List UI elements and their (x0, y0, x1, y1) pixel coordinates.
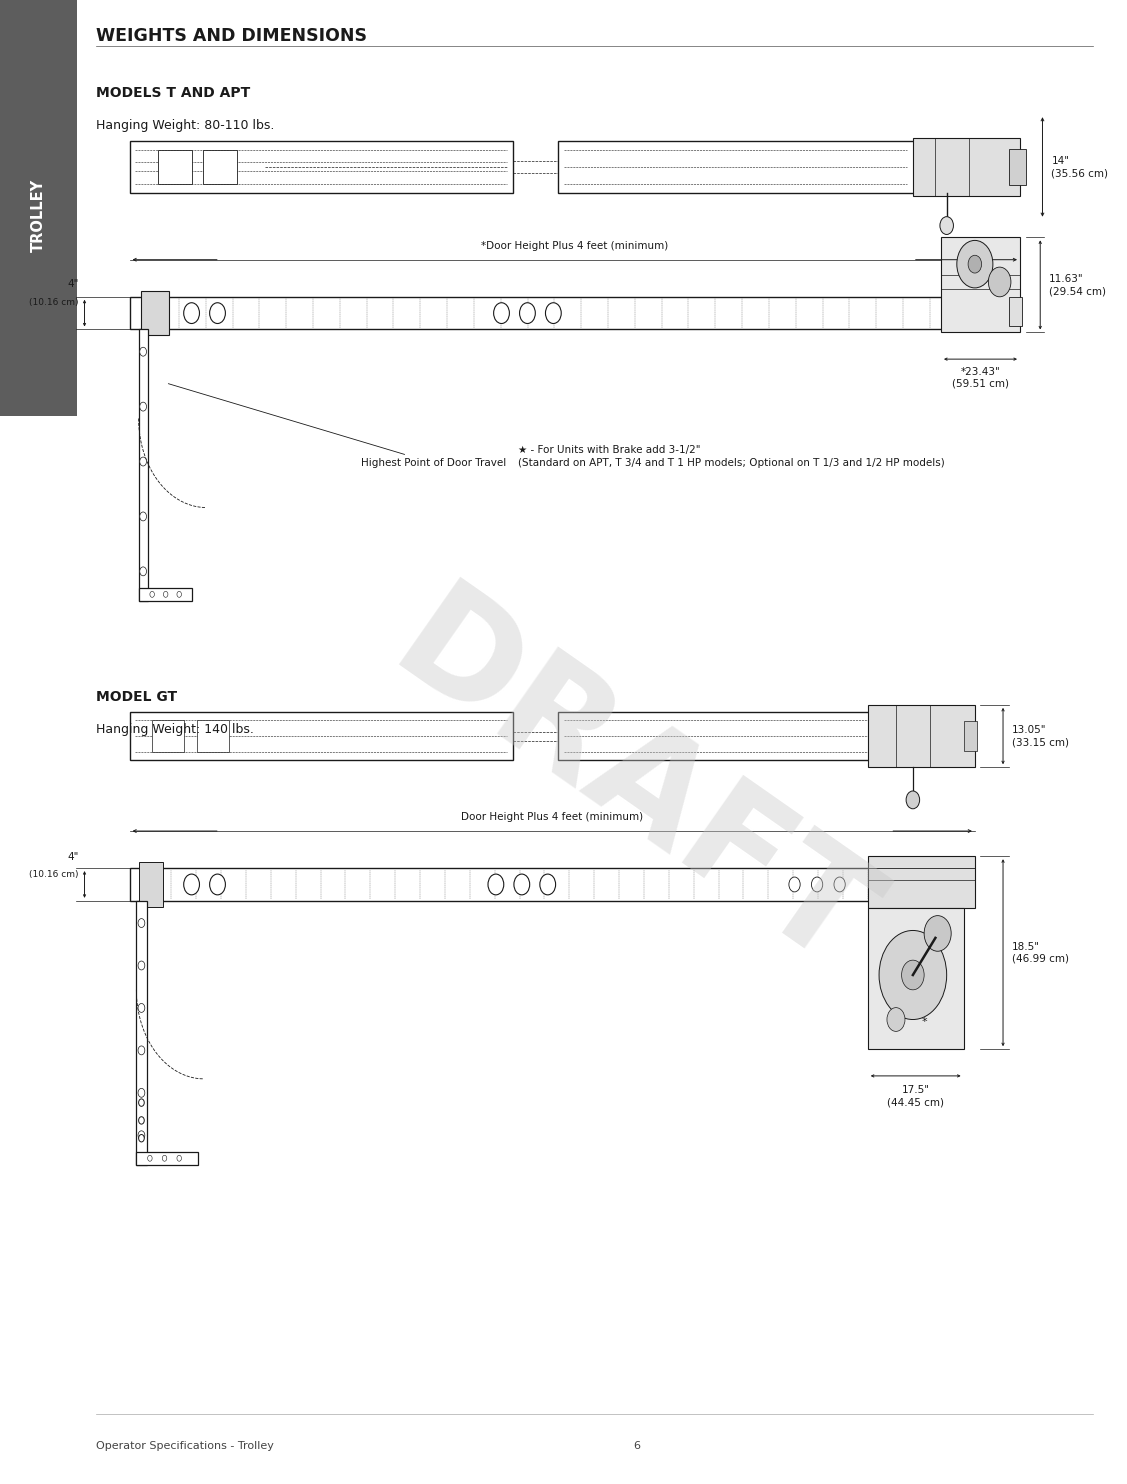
Bar (136, 1152, 198, 1165)
Text: 14"
(35.56 cm): 14" (35.56 cm) (1051, 156, 1109, 178)
Bar (868, 705, 975, 767)
Circle shape (140, 567, 147, 576)
Text: 4": 4" (68, 279, 79, 289)
Circle shape (139, 1046, 144, 1055)
Circle shape (140, 512, 147, 521)
Circle shape (514, 874, 530, 895)
Circle shape (488, 874, 504, 895)
Circle shape (520, 303, 535, 324)
Circle shape (140, 402, 147, 411)
Bar (0, 0, 77, 416)
Text: (10.16 cm): (10.16 cm) (29, 298, 79, 307)
Text: (10.16 cm): (10.16 cm) (29, 870, 79, 879)
Circle shape (906, 791, 920, 809)
Bar (152, 720, 184, 752)
Bar (1009, 150, 1026, 184)
Bar (913, 138, 1020, 196)
Text: TROLLEY: TROLLEY (30, 178, 46, 252)
Circle shape (177, 592, 181, 597)
Circle shape (148, 1155, 152, 1160)
Text: 18.5"
(46.99 cm): 18.5" (46.99 cm) (1012, 941, 1070, 965)
Circle shape (887, 1008, 905, 1031)
Text: Door Height Plus 4 feet (minimum): Door Height Plus 4 feet (minimum) (461, 812, 644, 822)
Circle shape (879, 930, 947, 1020)
Bar (558, 141, 947, 193)
Text: ★ - For Units with Brake add 3-1/2"
(Standard on APT, T 3/4 and T 1 HP models; O: ★ - For Units with Brake add 3-1/2" (Sta… (518, 445, 946, 469)
Text: DRAFT: DRAFT (367, 573, 895, 1000)
Text: 11.63"
(29.54 cm): 11.63" (29.54 cm) (1049, 273, 1107, 297)
Bar (941, 237, 1020, 332)
Bar (203, 150, 237, 184)
Circle shape (940, 217, 953, 234)
Circle shape (210, 874, 225, 895)
Circle shape (789, 877, 800, 892)
Text: 17.5"
(44.45 cm): 17.5" (44.45 cm) (887, 1085, 944, 1107)
Bar (558, 712, 879, 760)
Text: MODEL GT: MODEL GT (96, 690, 177, 703)
Circle shape (210, 303, 225, 324)
Bar (158, 150, 192, 184)
Bar (139, 588, 192, 601)
Bar (1009, 297, 1022, 326)
Text: *Door Height Plus 4 feet (minimum): *Door Height Plus 4 feet (minimum) (481, 240, 668, 251)
Circle shape (163, 592, 168, 597)
Text: Highest Point of Door Travel: Highest Point of Door Travel (168, 384, 506, 467)
Text: 4": 4" (68, 852, 79, 862)
Circle shape (139, 1134, 144, 1143)
Bar (139, 862, 163, 907)
Circle shape (139, 1088, 144, 1097)
Bar (139, 329, 148, 601)
Circle shape (139, 1116, 144, 1125)
Text: 13.05"
(33.15 cm): 13.05" (33.15 cm) (1012, 724, 1070, 748)
Bar (136, 901, 147, 1165)
Text: 6: 6 (633, 1441, 640, 1451)
Circle shape (988, 267, 1011, 297)
Text: *: * (922, 1018, 926, 1027)
Circle shape (834, 877, 845, 892)
Text: Hanging Weight: 140 lbs.: Hanging Weight: 140 lbs. (96, 723, 254, 736)
Bar (868, 908, 964, 1049)
Circle shape (177, 1155, 181, 1160)
Bar (197, 720, 229, 752)
Circle shape (968, 255, 982, 273)
Circle shape (150, 592, 154, 597)
Circle shape (139, 962, 144, 971)
Circle shape (811, 877, 823, 892)
Circle shape (494, 303, 509, 324)
Bar (868, 856, 975, 908)
Text: Operator Specifications - Trolley: Operator Specifications - Trolley (96, 1441, 274, 1451)
Text: Hanging Weight: 80-110 lbs.: Hanging Weight: 80-110 lbs. (96, 119, 274, 132)
Circle shape (545, 303, 561, 324)
Circle shape (140, 457, 147, 466)
Text: MODELS T AND APT: MODELS T AND APT (96, 86, 250, 99)
Circle shape (184, 303, 199, 324)
Circle shape (139, 919, 144, 928)
Bar (964, 721, 977, 751)
Bar (130, 868, 879, 901)
Bar (130, 297, 947, 329)
Circle shape (139, 1131, 144, 1140)
Circle shape (184, 874, 199, 895)
Circle shape (540, 874, 556, 895)
Circle shape (924, 916, 951, 951)
Bar (141, 291, 169, 335)
Text: WEIGHTS AND DIMENSIONS: WEIGHTS AND DIMENSIONS (96, 27, 366, 45)
Circle shape (957, 240, 993, 288)
Circle shape (162, 1155, 167, 1160)
Circle shape (902, 960, 924, 990)
Bar (130, 712, 513, 760)
Circle shape (139, 1003, 144, 1012)
Bar (130, 141, 513, 193)
Circle shape (139, 1098, 144, 1106)
Circle shape (140, 347, 147, 356)
Text: *23.43"
(59.51 cm): *23.43" (59.51 cm) (952, 367, 1009, 389)
